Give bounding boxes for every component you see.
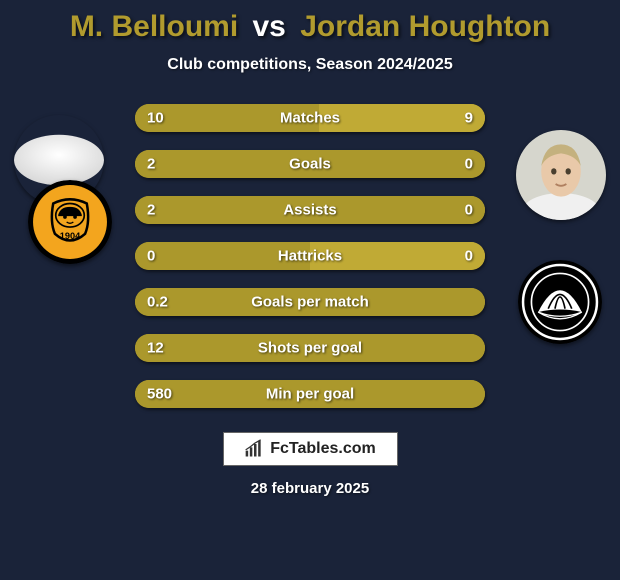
stat-label: Hattricks: [278, 248, 342, 265]
player1-name: M. Belloumi: [70, 10, 238, 43]
chart-icon: [244, 439, 264, 459]
stat-value-right: 0: [465, 156, 473, 173]
vs-text: vs: [253, 10, 286, 43]
stat-label: Assists: [283, 202, 336, 219]
player1-club-logo: 1904: [28, 180, 112, 264]
stat-value-left: 0: [147, 248, 155, 265]
stat-label: Min per goal: [266, 386, 354, 403]
comparison-title: M. Belloumi vs Jordan Houghton: [70, 10, 550, 44]
stat-label: Matches: [280, 110, 340, 127]
stat-value-left: 12: [147, 340, 164, 357]
stat-row: 10 9 Matches: [135, 104, 485, 132]
stat-value-left: 580: [147, 386, 172, 403]
stat-value-right: 9: [465, 110, 473, 127]
stat-value-right: 0: [465, 202, 473, 219]
stat-label: Goals per match: [251, 294, 369, 311]
subtitle: Club competitions, Season 2024/2025: [167, 56, 452, 74]
watermark-badge: FcTables.com: [223, 432, 398, 466]
stat-label: Shots per goal: [258, 340, 362, 357]
player2-club-logo: [518, 260, 602, 344]
stats-block: 10 9 Matches 2 0 Goals 2 0 Assists 0 0 Hattricks 0.2…: [135, 104, 485, 408]
stat-row: 2 0 Assists: [135, 196, 485, 224]
date-text: 28 february 2025: [251, 480, 369, 497]
stat-value-left: 0.2: [147, 294, 168, 311]
stat-row: 580 Min per goal: [135, 380, 485, 408]
watermark-text: FcTables.com: [270, 440, 376, 458]
stat-row: 12 Shots per goal: [135, 334, 485, 362]
stat-label: Goals: [289, 156, 331, 173]
stat-value-left: 2: [147, 202, 155, 219]
player2-avatar: [516, 130, 606, 220]
player2-name: Jordan Houghton: [300, 10, 550, 43]
stat-row: 0 0 Hattricks: [135, 242, 485, 270]
stat-bar-right: [319, 104, 485, 132]
stat-row: 0.2 Goals per match: [135, 288, 485, 316]
svg-text:1904: 1904: [60, 231, 81, 241]
stat-value-left: 10: [147, 110, 164, 127]
stat-row: 2 0 Goals: [135, 150, 485, 178]
stat-value-right: 0: [465, 248, 473, 265]
stat-value-left: 2: [147, 156, 155, 173]
